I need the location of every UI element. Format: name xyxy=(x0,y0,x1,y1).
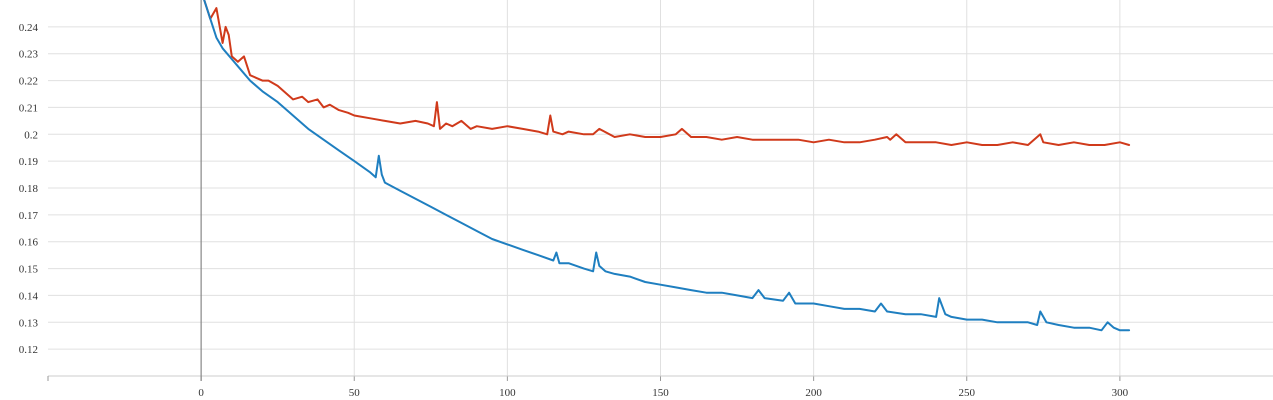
y-tick-label: 0.17 xyxy=(19,210,39,222)
series-line-1 xyxy=(203,0,1131,146)
y-tick-label: 0.14 xyxy=(19,290,39,302)
x-tick-label: 200 xyxy=(805,387,822,399)
axes xyxy=(47,0,1273,381)
y-tick-label: 0.16 xyxy=(19,237,39,249)
y-tick-label: 0.21 xyxy=(19,102,38,114)
y-tick-label: 0.22 xyxy=(19,76,38,88)
x-tick-label: 250 xyxy=(959,387,976,399)
x-tick-label: 100 xyxy=(499,387,516,399)
series-layer xyxy=(203,0,1131,332)
y-tick-label: 0.15 xyxy=(19,264,39,276)
y-tick-label: 0.12 xyxy=(19,344,38,356)
y-tick-label: 0.13 xyxy=(19,317,39,329)
series-line-2 xyxy=(203,0,1131,332)
x-tick-label: 0 xyxy=(198,387,204,399)
y-tick-label: 0.24 xyxy=(19,22,39,34)
x-tick-label: 150 xyxy=(652,387,669,399)
y-tick-label: 0.18 xyxy=(19,183,39,195)
x-tick-label: 50 xyxy=(349,387,361,399)
x-tick-label: 300 xyxy=(1112,387,1129,399)
tick-labels: 0.12 0.13 0.14 0.15 0.16 0.17 0.18 0.19 0.2 0.21 0… xyxy=(19,22,1129,399)
grid xyxy=(48,0,1273,376)
y-tick-label: 0.19 xyxy=(19,156,39,168)
y-tick-label: 0.2 xyxy=(24,129,38,141)
y-tick-label: 0.23 xyxy=(19,49,39,61)
